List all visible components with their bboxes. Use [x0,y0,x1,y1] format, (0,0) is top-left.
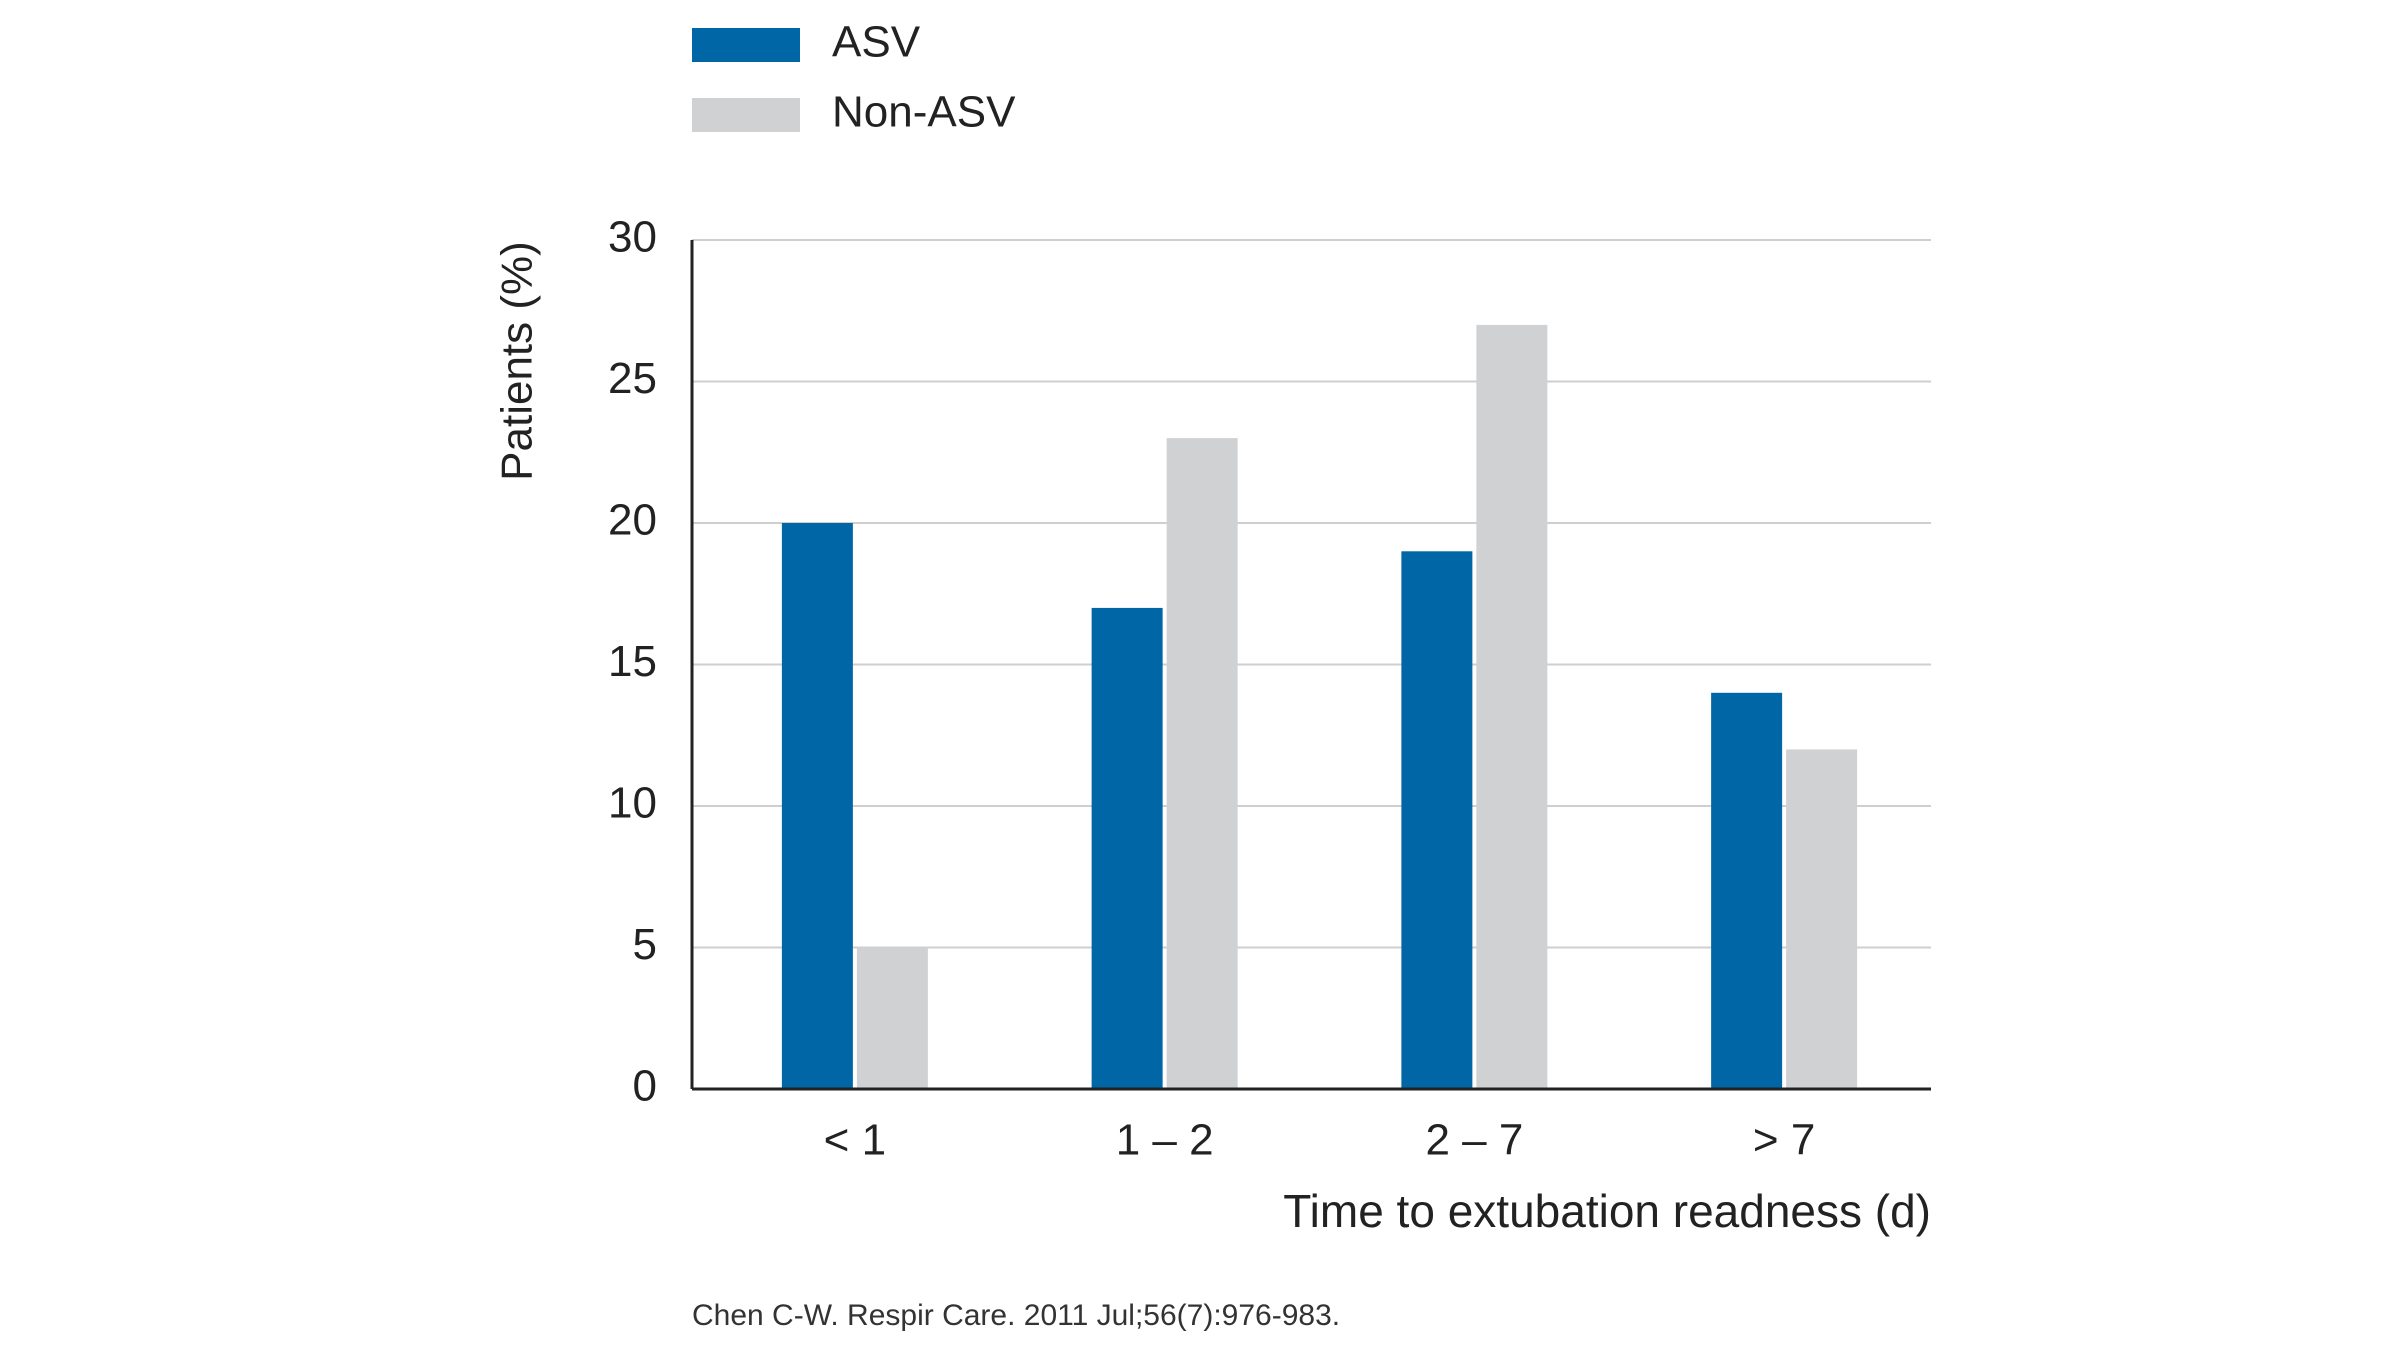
bar [1091,607,1163,1089]
y-tick-label: 0 [633,1062,657,1111]
x-axis-label: Time to extubation readness (d) [1283,1185,1931,1237]
bar [1711,692,1783,1089]
bar [1786,749,1858,1089]
x-tick-label: > 7 [1753,1116,1815,1165]
y-tick-label: 10 [608,779,657,828]
x-tick-label: 1 – 2 [1116,1116,1214,1165]
bar [1476,324,1548,1089]
y-tick-label: 15 [608,637,657,686]
bar [781,523,853,1089]
source-note: Chen C-W. Respir Care. 2011 Jul;56(7):97… [692,1299,1340,1332]
legend-swatch [692,28,800,62]
bar [1401,551,1473,1089]
y-tick-label: 20 [608,496,657,545]
y-axis-label: Patients (%) [493,241,542,481]
y-tick-label: 5 [633,920,657,969]
legend-label: ASV [832,18,921,67]
y-tick-label: 30 [608,213,657,262]
legend-label: Non-ASV [832,88,1016,137]
legend-swatch [692,98,800,132]
y-tick-label: 25 [608,354,657,403]
x-tick-label: 2 – 7 [1425,1116,1523,1165]
bar [1166,438,1238,1090]
x-tick-label: < 1 [824,1116,886,1165]
bar [856,947,928,1089]
